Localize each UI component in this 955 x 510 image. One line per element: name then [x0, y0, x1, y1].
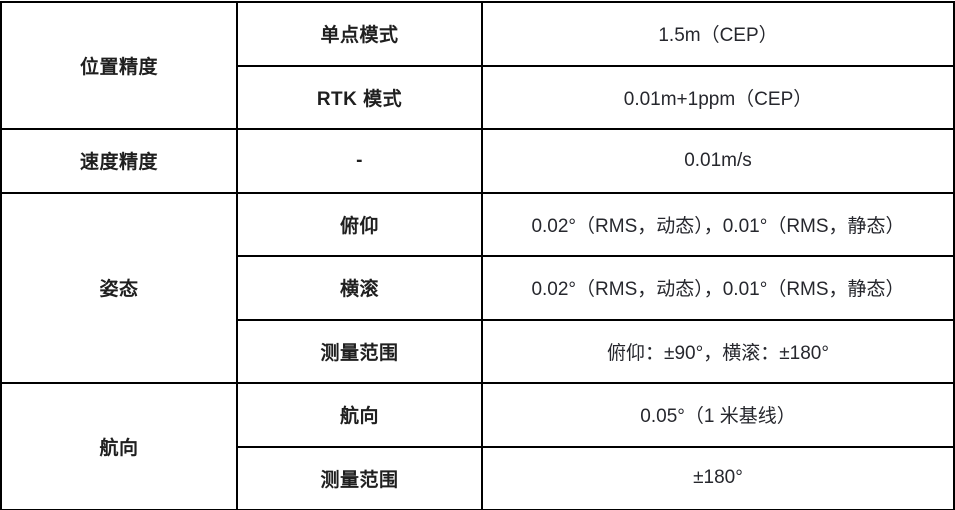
- value-cell-pitch: 0.02°（RMS，动态），0.01°（RMS，静态）: [481, 191, 955, 257]
- value-cell-roll: 0.02°（RMS，动态），0.01°（RMS，静态）: [481, 255, 955, 321]
- table-row: 姿态 俯仰 0.02°（RMS，动态），0.01°（RMS，静态）: [0, 191, 955, 384]
- table-row: RTK 模式 0.01m+1ppm（CEP）: [1, 64, 955, 130]
- value-cell-rtk-mode: 0.01m+1ppm（CEP）: [481, 64, 955, 130]
- value-cell-heading: 0.05°（1 米基线）: [481, 382, 955, 448]
- param-cell-pitch: 俯仰: [236, 191, 483, 257]
- param-cell-heading-range: 测量范围: [236, 445, 483, 510]
- table-row: 航向 航向 0.05°（1 米基线）: [0, 382, 955, 510]
- param-cell-rtk-mode: RTK 模式: [236, 64, 483, 130]
- table-row: 横滚 0.02°（RMS，动态），0.01°（RMS，静态）: [1, 255, 955, 321]
- param-cell-single-point-mode: 单点模式: [236, 1, 483, 67]
- param-cell-roll: 横滚: [236, 255, 483, 321]
- category-cell-attitude: 姿态: [0, 191, 238, 384]
- value-cell-single-point-mode: 1.5m（CEP）: [481, 1, 955, 67]
- value-cell-attitude-range: 俯仰：±90°，横滚：±180°: [481, 318, 955, 384]
- category-cell-position-accuracy: 位置精度: [0, 1, 238, 130]
- param-cell-velocity-dash: -: [236, 128, 483, 194]
- category-cell-velocity-accuracy: 速度精度: [0, 128, 238, 194]
- table-row: 速度精度 - 0.01m/s: [0, 128, 955, 194]
- value-cell-heading-range: ±180°: [481, 445, 955, 510]
- table-row: 测量范围 俯仰：±90°，横滚：±180°: [1, 318, 955, 384]
- value-cell-velocity: 0.01m/s: [481, 128, 955, 194]
- category-cell-heading: 航向: [0, 382, 238, 510]
- param-cell-heading: 航向: [236, 382, 483, 448]
- table-row: 测量范围 ±180°: [1, 445, 955, 510]
- param-cell-attitude-range: 测量范围: [236, 318, 483, 384]
- table-row: 位置精度 单点模式 1.5m（CEP）: [0, 1, 955, 130]
